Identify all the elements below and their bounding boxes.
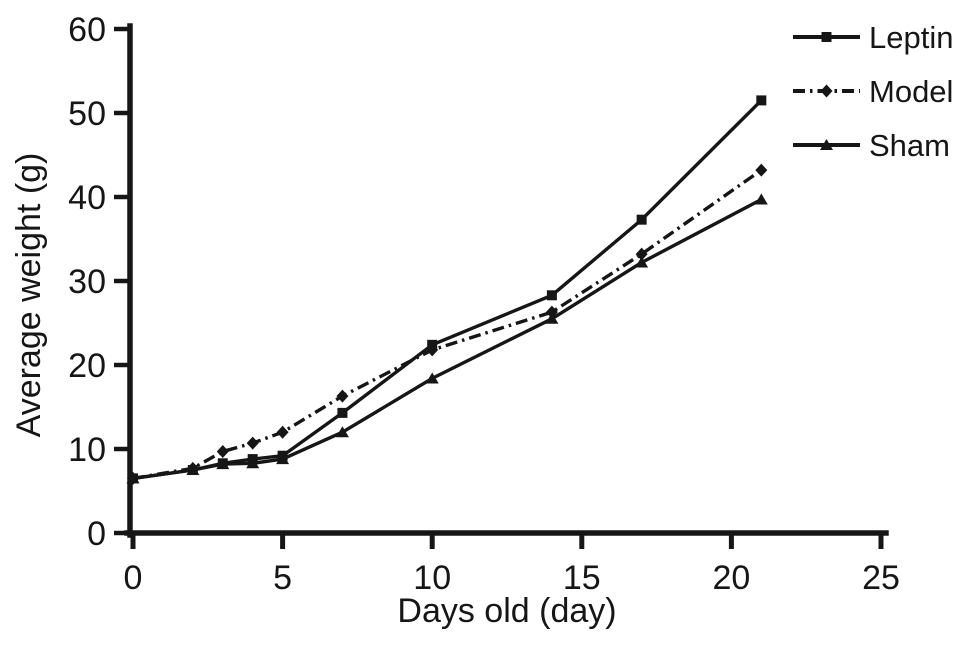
x-tick-label: 0 (124, 559, 143, 597)
legend: Leptin Model Sham (793, 20, 953, 163)
y-tick-label: 10 (68, 431, 106, 469)
triangle-marker-sham (754, 193, 768, 205)
axes: 0 10 20 30 40 50 60 0 5 10 15 20 25 (68, 11, 900, 597)
square-marker-leptin (427, 339, 438, 350)
y-tick-label: 40 (68, 179, 106, 217)
diamond-marker-model (246, 436, 259, 450)
y-tick-label: 30 (68, 263, 106, 301)
x-tick-label: 10 (413, 559, 451, 597)
legend-diamond-marker-icon (820, 84, 833, 98)
y-tick-label: 60 (68, 11, 106, 49)
diamond-marker-model (276, 425, 289, 439)
x-tick-label: 15 (563, 559, 601, 597)
triangle-marker-sham (425, 372, 439, 384)
square-marker-leptin (546, 290, 557, 301)
series-lines (126, 95, 768, 485)
diamond-marker-model (216, 445, 229, 459)
legend-triangle-marker-icon (820, 139, 833, 150)
x-axis-title: Days old (day) (397, 592, 616, 630)
legend-label-sham: Sham (869, 128, 950, 163)
x-tick-label: 5 (273, 559, 292, 597)
diamond-marker-model (545, 305, 558, 319)
series-model (127, 163, 768, 485)
triangle-marker-sham (635, 256, 649, 268)
square-marker-leptin (756, 95, 767, 106)
square-marker-leptin (337, 407, 348, 418)
series-leptin (128, 95, 767, 484)
legend-square-marker-icon (821, 32, 832, 42)
square-marker-leptin (217, 458, 228, 469)
diamond-marker-model (635, 247, 648, 261)
square-marker-leptin (277, 450, 288, 461)
y-tick-label: 20 (68, 347, 106, 385)
triangle-marker-sham (335, 426, 349, 438)
legend-entry-model: Model (793, 74, 953, 109)
legend-entry-leptin: Leptin (793, 20, 953, 55)
legend-label-model: Model (869, 74, 953, 109)
y-axis-title: Average weight (g) (10, 153, 48, 438)
square-marker-leptin (187, 465, 198, 475)
x-tick-label: 20 (712, 559, 750, 597)
y-tick-label: 50 (68, 95, 106, 133)
square-marker-leptin (636, 214, 647, 225)
diamond-marker-model (336, 389, 349, 403)
x-tick-label: 25 (862, 559, 900, 597)
series-model-line (132, 168, 763, 481)
legend-label-leptin: Leptin (869, 20, 953, 55)
series-leptin-line (132, 99, 763, 481)
legend-entry-sham: Sham (793, 128, 950, 163)
diamond-marker-model (755, 163, 768, 177)
square-marker-leptin (128, 473, 138, 484)
square-marker-leptin (247, 454, 258, 465)
y-tick-label: 0 (87, 515, 106, 553)
